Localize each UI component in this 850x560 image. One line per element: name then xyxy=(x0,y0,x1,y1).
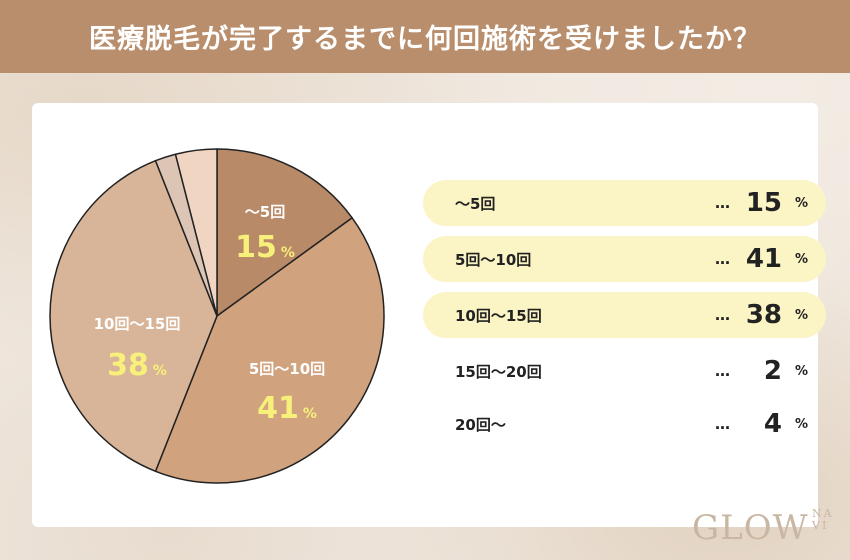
legend-row-label: 20回〜 xyxy=(455,415,506,434)
legend-row-dots: … xyxy=(715,415,730,433)
legend-row-label: 5回〜10回 xyxy=(455,250,532,269)
legend-row-dots: … xyxy=(715,362,730,380)
pie-slice-2 xyxy=(49,159,218,473)
pie-label-category: 5回〜10回 xyxy=(248,360,326,378)
legend-row-dots: … xyxy=(715,194,730,212)
pie-slice-0 xyxy=(216,148,353,317)
pie-label-category: 〜5回 xyxy=(244,203,286,221)
legend-row: 20回〜 … 4 % xyxy=(423,401,826,447)
pie-label-1: 5回〜10回 41% xyxy=(232,358,342,426)
legend-row-unit: % xyxy=(795,251,809,267)
legend-row-unit: % xyxy=(795,416,809,432)
pie-label-category: 10回〜15回 xyxy=(93,315,181,333)
legend-row-unit: % xyxy=(795,195,809,211)
logo-sub: NA VI xyxy=(812,508,834,532)
legend-row-label: 15回〜20回 xyxy=(455,362,542,381)
legend-row-value: 38 xyxy=(745,300,782,330)
page-title: 医療脱毛が完了するまでに何回施術を受けましたか？ xyxy=(89,24,761,55)
chart-card: 〜5回 15% 5回〜10回 41% 10回〜15回 38% 〜5回 … 15 … xyxy=(32,103,826,527)
legend-row-value: 2 xyxy=(763,356,782,386)
logo-text: GLOW xyxy=(692,508,809,548)
legend-row-unit: % xyxy=(795,363,809,379)
header-bar: 医療脱毛が完了するまでに何回施術を受けましたか？ xyxy=(0,0,850,73)
brand-logo: GLOW NA VI xyxy=(692,508,832,549)
legend-row-value: 4 xyxy=(763,409,782,439)
pie-label-percent: 41% xyxy=(257,391,317,426)
pie-label-0: 〜5回 15% xyxy=(230,201,300,265)
legend-row-label: 〜5回 xyxy=(455,194,496,213)
legend-row: 15回〜20回 … 2 % xyxy=(423,348,826,394)
legend-row-dots: … xyxy=(715,250,730,268)
pie-slice-4 xyxy=(174,148,218,317)
pie-slice-1 xyxy=(154,217,385,484)
legend-row: 10回〜15回 … 38 % xyxy=(423,292,826,338)
legend-row-dots: … xyxy=(715,306,730,324)
legend-row: 〜5回 … 15 % xyxy=(423,180,826,226)
legend-row: 5回〜10回 … 41 % xyxy=(423,236,826,282)
logo-sub-top: NA xyxy=(812,507,834,520)
legend-row-label: 10回〜15回 xyxy=(455,306,542,325)
pie-chart xyxy=(49,148,385,484)
legend-row-value: 41 xyxy=(745,244,782,274)
legend-row-unit: % xyxy=(795,307,809,323)
legend-row-value: 15 xyxy=(745,188,782,218)
pie-label-percent: 15% xyxy=(235,230,295,265)
pie-label-percent: 38% xyxy=(107,348,167,383)
pie-label-2: 10回〜15回 38% xyxy=(82,313,192,383)
logo-sub-bottom: VI xyxy=(812,519,829,532)
